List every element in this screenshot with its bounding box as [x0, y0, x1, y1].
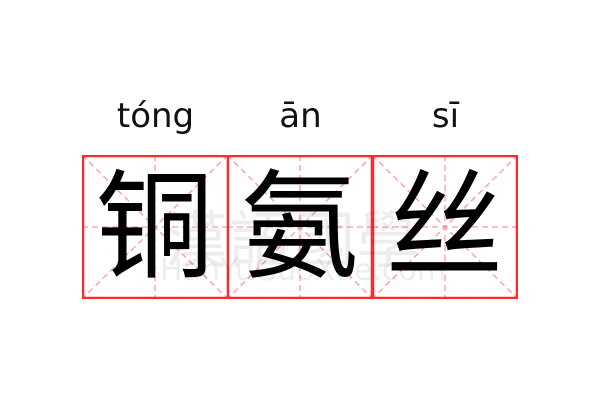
- grid-cell-3: 丝: [372, 155, 518, 299]
- watermark-latin: HanYuGuoXue.com: [160, 253, 447, 288]
- tianzige-guides: [372, 155, 518, 299]
- hanzi-1: 铜: [95, 158, 214, 296]
- grid-cell-1: 铜: [82, 155, 228, 299]
- pinyin-3: sī: [431, 96, 460, 136]
- tianzige-guides: [82, 155, 228, 299]
- pinyin-2: ān: [279, 96, 322, 136]
- character-grid: 铜 氨 丝: [82, 155, 518, 299]
- hanzi-3: 丝: [385, 158, 504, 296]
- watermark-chinese: 漢語國學: [165, 204, 422, 277]
- hanzi-2: 氨: [240, 158, 359, 296]
- pinyin-1: tóng: [116, 96, 195, 136]
